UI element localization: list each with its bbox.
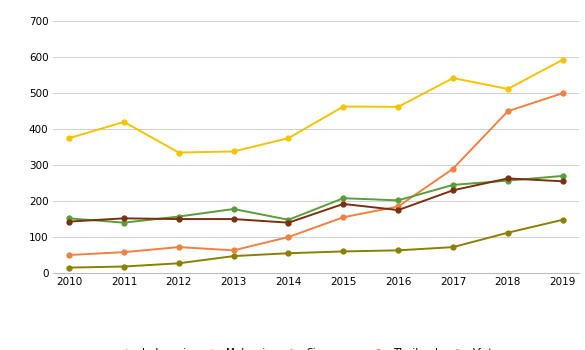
Malaysia: [121, 120, 128, 124]
Indonesia: [340, 215, 347, 219]
Thailand: [559, 179, 566, 183]
Vietnam: [121, 265, 128, 269]
Line: Indonesia: Indonesia: [67, 91, 565, 258]
Singapore: [66, 216, 73, 221]
Line: Vietnam: Vietnam: [67, 217, 565, 270]
Vietnam: [449, 245, 456, 249]
Singapore: [176, 215, 183, 219]
Thailand: [230, 217, 237, 221]
Singapore: [285, 218, 292, 222]
Thailand: [66, 219, 73, 224]
Singapore: [121, 220, 128, 225]
Thailand: [449, 188, 456, 193]
Vietnam: [340, 249, 347, 253]
Singapore: [230, 207, 237, 211]
Vietnam: [395, 248, 402, 252]
Line: Singapore: Singapore: [67, 174, 565, 225]
Line: Malaysia: Malaysia: [67, 57, 565, 155]
Indonesia: [121, 250, 128, 254]
Malaysia: [395, 105, 402, 109]
Indonesia: [285, 235, 292, 239]
Line: Thailand: Thailand: [67, 176, 565, 225]
Malaysia: [449, 76, 456, 80]
Singapore: [504, 178, 511, 183]
Singapore: [449, 183, 456, 187]
Vietnam: [176, 261, 183, 265]
Indonesia: [176, 245, 183, 249]
Malaysia: [66, 136, 73, 140]
Malaysia: [230, 149, 237, 154]
Malaysia: [559, 58, 566, 62]
Indonesia: [395, 204, 402, 209]
Malaysia: [340, 104, 347, 108]
Indonesia: [66, 253, 73, 257]
Thailand: [395, 208, 402, 212]
Vietnam: [559, 218, 566, 222]
Thailand: [340, 202, 347, 206]
Thailand: [176, 217, 183, 221]
Malaysia: [285, 136, 292, 140]
Indonesia: [449, 167, 456, 171]
Vietnam: [504, 231, 511, 235]
Malaysia: [176, 150, 183, 155]
Singapore: [395, 198, 402, 202]
Indonesia: [230, 248, 237, 252]
Singapore: [559, 174, 566, 178]
Indonesia: [504, 109, 511, 113]
Singapore: [340, 196, 347, 200]
Thailand: [504, 176, 511, 181]
Thailand: [121, 216, 128, 221]
Vietnam: [285, 251, 292, 255]
Vietnam: [230, 254, 237, 258]
Indonesia: [559, 91, 566, 95]
Thailand: [285, 220, 292, 225]
Legend: Indonesia, Malaysia, Singapore, Thailand, Vietnam: Indonesia, Malaysia, Singapore, Thailand…: [111, 344, 521, 350]
Malaysia: [504, 87, 511, 91]
Vietnam: [66, 266, 73, 270]
